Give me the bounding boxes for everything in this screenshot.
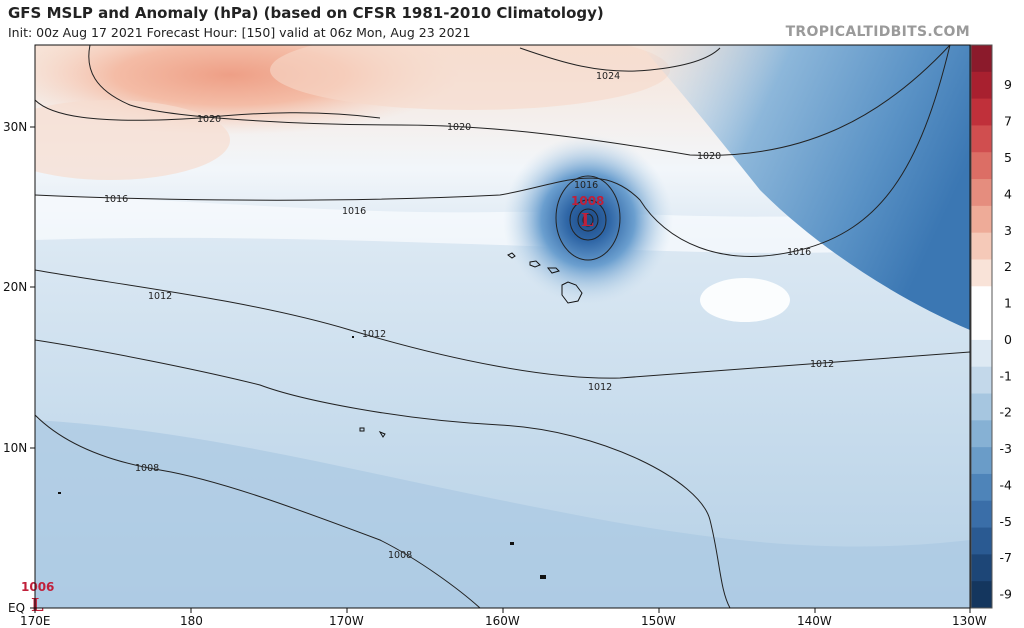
colorbar-label: 5 xyxy=(1004,150,1012,165)
colorbar-swatch xyxy=(971,71,992,100)
lon-label-140w: 140W xyxy=(797,614,832,628)
lon-label-130w: 130W xyxy=(952,614,987,628)
colorbar-swatch xyxy=(971,125,992,153)
colorbar-swatch xyxy=(971,339,992,368)
low-pressure-value: 1008 xyxy=(571,194,604,208)
lon-label-170e: 170E xyxy=(20,614,51,628)
colorbar xyxy=(970,44,993,609)
contour-label: 1024 xyxy=(596,71,620,82)
longitude-labels: 170E 180 170W 160W 150W 140W 130W xyxy=(20,614,987,628)
isobar-contours xyxy=(35,45,970,608)
colorbar-swatch xyxy=(971,205,992,234)
colorbar-swatch xyxy=(971,286,992,314)
latitude-labels: 30N 20N 10N EQ xyxy=(3,120,27,615)
colorbar-label: 7 xyxy=(1004,114,1012,129)
colorbar-frame xyxy=(970,44,993,609)
contour-label: 1016 xyxy=(574,180,598,191)
contour-label: 1016 xyxy=(342,206,366,217)
colorbar-swatch xyxy=(971,473,992,502)
colorbar-swatch xyxy=(971,393,992,421)
colorbar-swatch xyxy=(971,420,992,448)
colorbar-label: 1 xyxy=(1004,296,1012,311)
colorbar-swatch xyxy=(971,447,992,475)
lon-label-150w: 150W xyxy=(641,614,676,628)
colorbar-label: 3 xyxy=(1004,223,1012,238)
contour-label: 1012 xyxy=(148,291,172,302)
contour-label: 1008 xyxy=(135,463,159,474)
lat-label-eq: EQ xyxy=(8,601,25,615)
colorbar-label: -1 xyxy=(1000,368,1012,383)
anomaly-field xyxy=(35,45,970,608)
colorbar-swatch xyxy=(971,45,992,73)
contour-label: 1008 xyxy=(388,550,412,561)
colorbar-label: 9 xyxy=(1004,77,1012,92)
colorbar-label: -5 xyxy=(1000,514,1012,529)
map-subtitle: Init: 00z Aug 17 2021 Forecast Hour: [15… xyxy=(8,25,471,40)
low-pressure-center: 1008 L xyxy=(571,194,604,231)
contour-labels: 1024 1020 1020 1020 1016 1016 1016 1016 … xyxy=(104,71,834,561)
colorbar-labels: 9 7 5 4 3 2 1 0 -1 -2 -3 -4 -5 -7 -9 xyxy=(1000,77,1013,601)
contour-label: 1012 xyxy=(362,329,386,340)
colorbar-swatch xyxy=(971,313,992,341)
lat-label-10n: 10N xyxy=(3,441,27,455)
map-title: GFS MSLP and Anomaly (hPa) (based on CFS… xyxy=(8,4,604,22)
colorbar-label: -7 xyxy=(1000,550,1012,565)
colorbar-label: 0 xyxy=(1004,332,1012,347)
colorbar-label: 4 xyxy=(1004,186,1012,201)
colorbar-swatch xyxy=(971,554,992,582)
contour-label: 1016 xyxy=(787,247,811,258)
colorbar-label: -9 xyxy=(1000,587,1013,602)
low-pressure-symbol: L xyxy=(31,595,44,616)
low-pressure-symbol: L xyxy=(581,210,594,231)
contour-label: 1020 xyxy=(697,151,721,162)
small-islands xyxy=(58,336,546,579)
colorbar-label: -4 xyxy=(1000,477,1013,492)
coastlines xyxy=(359,252,583,438)
lat-label-30n: 30N xyxy=(3,120,27,134)
contour-label: 1016 xyxy=(104,194,128,205)
colorbar-swatch xyxy=(971,500,992,529)
colorbar-swatch xyxy=(971,98,992,126)
colorbar-swatch xyxy=(971,581,992,609)
lon-label-160w: 160W xyxy=(485,614,520,628)
colorbar-swatch xyxy=(971,179,992,207)
colorbar-label: -3 xyxy=(1000,441,1012,456)
colorbar-label: -2 xyxy=(1000,405,1012,420)
contour-label: 1020 xyxy=(447,122,471,133)
low-pressure-center-equator: 1006 L xyxy=(21,580,54,616)
lon-label-180: 180 xyxy=(180,614,203,628)
colorbar-swatch xyxy=(971,366,992,395)
colorbar-swatch xyxy=(971,152,992,180)
contour-label: 1012 xyxy=(588,382,612,393)
lat-label-20n: 20N xyxy=(3,280,27,294)
contour-label: 1020 xyxy=(197,114,221,125)
colorbar-swatch xyxy=(971,259,992,287)
colorbar-swatch xyxy=(971,232,992,260)
axis-ticks xyxy=(30,126,971,613)
lon-label-170w: 170W xyxy=(329,614,364,628)
colorbar-label: 2 xyxy=(1004,259,1012,274)
contour-label: 1012 xyxy=(810,359,834,370)
colorbar-swatch xyxy=(971,527,992,555)
low-pressure-value: 1006 xyxy=(21,580,54,594)
site-brand: TROPICALTIDBITS.COM xyxy=(785,24,970,40)
